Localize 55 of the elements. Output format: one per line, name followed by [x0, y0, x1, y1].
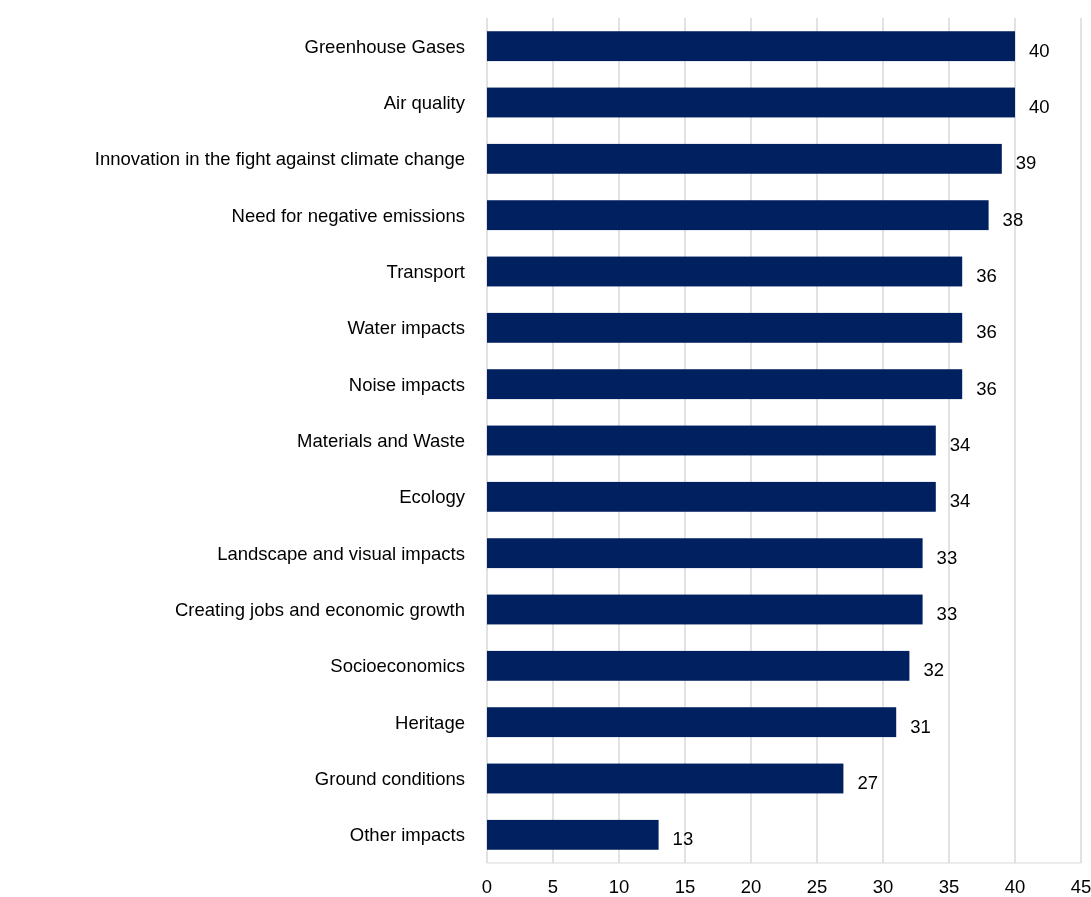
- y-tick-label: Landscape and visual impacts: [217, 542, 465, 564]
- data-label: 36: [976, 264, 997, 286]
- bar: [487, 594, 923, 625]
- bar: [487, 256, 963, 287]
- y-tick-label: Need for negative emissions: [231, 204, 465, 226]
- y-tick-label: Other impacts: [349, 824, 465, 846]
- bar: [487, 819, 659, 850]
- data-label: 32: [923, 659, 944, 681]
- x-tick-label: 5: [547, 876, 559, 897]
- data-label: 33: [936, 602, 958, 624]
- data-label: 34: [949, 433, 971, 455]
- y-tick-label: Creating jobs and economic growth: [175, 598, 465, 620]
- data-label: 38: [1002, 208, 1024, 230]
- x-tick-label: 0: [481, 876, 493, 897]
- bar: [487, 481, 936, 512]
- x-tick-label: 35: [938, 876, 960, 897]
- y-tick-label: Water impacts: [347, 317, 465, 339]
- x-tick-label: 40: [1004, 876, 1026, 897]
- y-tick-label: Noise impacts: [348, 373, 465, 395]
- bar: [487, 200, 989, 231]
- bar: [487, 707, 897, 738]
- data-label: 13: [672, 828, 694, 850]
- y-tick-label: Heritage: [395, 711, 465, 733]
- data-label: 40: [1029, 95, 1050, 117]
- data-label: 27: [857, 771, 878, 793]
- y-tick-label: Ecology: [399, 486, 466, 508]
- y-tick-label: Transport: [386, 260, 465, 282]
- bar: [487, 312, 963, 343]
- y-tick-label: Materials and Waste: [297, 429, 465, 451]
- x-tick-label: 10: [608, 876, 630, 897]
- x-tick-label: 45: [1070, 876, 1091, 897]
- y-tick-label: Socioeconomics: [330, 655, 465, 677]
- data-label: 34: [949, 490, 971, 512]
- x-tick-label: 15: [674, 876, 696, 897]
- data-label: 36: [976, 377, 997, 399]
- data-label: 40: [1029, 39, 1050, 61]
- bar: [487, 369, 963, 400]
- y-tick-label: Air quality: [383, 91, 466, 113]
- x-tick-label: 25: [806, 876, 828, 897]
- x-tick-label: 30: [872, 876, 894, 897]
- y-tick-label: Greenhouse Gases: [304, 35, 465, 57]
- y-tick-label: Innovation in the fight against climate change: [94, 148, 465, 170]
- data-label: 33: [936, 546, 958, 568]
- bar: [487, 425, 936, 456]
- bar: [487, 143, 1002, 174]
- bar: [487, 538, 923, 569]
- x-tick-label: 20: [740, 876, 762, 897]
- bar: [487, 31, 1015, 62]
- data-label: 39: [1015, 152, 1037, 174]
- data-label: 36: [976, 321, 997, 343]
- y-tick-label: Ground conditions: [314, 767, 465, 789]
- data-label: 31: [910, 715, 931, 737]
- bar: [487, 87, 1015, 118]
- bar: [487, 650, 910, 681]
- bar: [487, 763, 844, 794]
